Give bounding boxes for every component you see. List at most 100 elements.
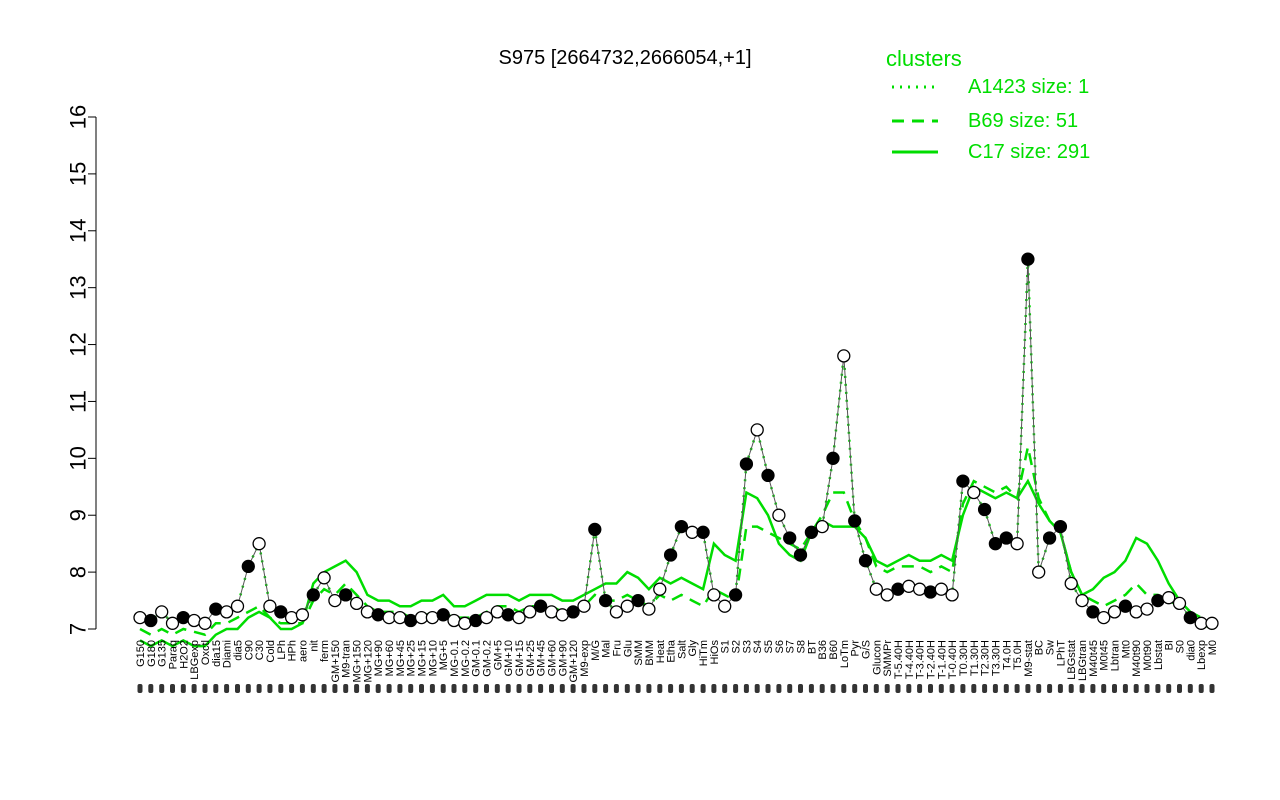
sample-point	[1118, 599, 1133, 613]
x-rug-mark	[1047, 684, 1053, 693]
sample-point	[219, 605, 234, 619]
x-tick-label: LPhT	[1055, 640, 1067, 667]
sample-point	[566, 605, 580, 619]
x-rug-mark	[473, 684, 479, 693]
x-tick-label: T-0.40H	[947, 640, 959, 679]
x-rug-mark	[1025, 684, 1031, 693]
x-tick-label: SMMPr	[882, 640, 894, 677]
legend-label: A1423 size: 1	[968, 76, 1089, 98]
sample-point	[999, 531, 1013, 545]
x-tick-label: HPh	[287, 640, 299, 661]
x-rug-mark	[451, 684, 457, 693]
x-rug-mark	[256, 684, 262, 693]
x-rug-mark	[245, 684, 251, 693]
sample-point	[533, 599, 548, 613]
x-tick-label: T0.30H	[958, 640, 970, 676]
x-rug-mark	[787, 684, 793, 693]
sample-point	[674, 519, 689, 534]
x-rug-mark	[1144, 684, 1150, 693]
sample-point	[598, 593, 613, 608]
sample-point	[284, 610, 299, 625]
x-rug-mark	[938, 684, 944, 693]
x-tick-label: LPh	[276, 640, 288, 660]
x-rug-mark	[527, 684, 533, 693]
sample-point	[977, 502, 992, 517]
sample-point	[349, 596, 364, 611]
x-tick-label: Mt0	[1120, 640, 1132, 658]
x-rug-mark	[354, 684, 360, 693]
sample-point	[490, 605, 504, 619]
x-rug-mark	[419, 684, 424, 693]
sample-point	[858, 554, 873, 568]
x-tick-label: Salt	[676, 640, 688, 659]
sample-point	[880, 588, 894, 602]
x-rug-mark	[657, 684, 663, 693]
x-rug-mark	[992, 684, 998, 693]
x-rug-mark	[289, 684, 295, 693]
x-rug-mark	[213, 684, 219, 693]
sample-point	[1097, 610, 1111, 625]
x-tick-label: GM+5	[492, 640, 504, 670]
sample-point	[891, 582, 905, 596]
sample-point	[804, 525, 819, 539]
x-tick-label: LBGstat	[1066, 640, 1078, 680]
x-tick-label: dia5	[233, 640, 245, 661]
x-rug-mark	[235, 684, 240, 693]
sample-point	[447, 613, 461, 628]
sample-point	[1140, 602, 1154, 616]
x-tick-label: M0t90	[1142, 640, 1154, 671]
sample-point	[209, 602, 223, 616]
x-rug-mark	[668, 684, 674, 693]
x-rug-mark	[841, 684, 847, 693]
chart-title: S975 [2664732,2666054,+1]	[498, 47, 751, 69]
x-tick-label: Glucon	[871, 640, 883, 675]
x-rug-mark	[581, 684, 587, 693]
x-tick-label: BI	[1164, 640, 1176, 650]
x-rug-mark	[949, 684, 955, 693]
sample-point	[1086, 605, 1100, 619]
sample-point	[469, 613, 483, 628]
sample-point	[295, 608, 310, 622]
x-rug-mark	[505, 684, 511, 693]
sample-point	[609, 605, 624, 619]
x-rug-mark	[343, 684, 349, 693]
x-tick-label: dia15	[211, 640, 223, 667]
x-rug-mark	[1209, 684, 1215, 693]
sample-point	[815, 519, 829, 534]
x-tick-label: Lbtran	[1110, 640, 1122, 671]
sample-point	[588, 522, 602, 537]
sample-point	[912, 582, 927, 596]
x-rug-mark	[830, 684, 836, 693]
x-rug-mark	[1090, 684, 1096, 693]
x-rug-mark	[884, 684, 890, 693]
x-rug-mark	[592, 684, 598, 693]
x-tick-label: GM+120	[568, 640, 580, 683]
y-tick-label: 14	[66, 219, 91, 243]
x-tick-label: T5.0H	[1012, 640, 1024, 670]
x-rug-mark	[1101, 684, 1107, 693]
x-rug-mark	[603, 684, 609, 693]
x-tick-label: T1.30H	[969, 640, 981, 676]
x-tick-label: C90	[243, 640, 255, 660]
x-tick-label: MG+120	[362, 640, 374, 683]
x-tick-label: MG-0.2	[460, 640, 472, 677]
x-rug-mark	[429, 684, 435, 693]
sample-point	[479, 610, 494, 625]
series-layer	[139, 259, 1213, 648]
sample-point	[393, 610, 407, 625]
x-rug-mark	[397, 684, 403, 693]
x-rug-mark	[873, 684, 879, 693]
x-rug-mark	[1177, 684, 1182, 693]
y-tick-label: 15	[66, 162, 91, 186]
x-tick-label: S7	[785, 640, 797, 653]
sample-point	[826, 451, 840, 465]
sample-point	[1162, 591, 1176, 605]
sample-point	[772, 508, 786, 522]
x-tick-label: G135	[157, 640, 169, 667]
sample-point	[1172, 596, 1187, 611]
x-rug-mark	[960, 684, 966, 693]
x-rug-mark	[635, 684, 641, 693]
x-tick-label: MG+60	[384, 640, 396, 676]
x-tick-label: Fru	[611, 640, 623, 657]
sample-point	[1129, 605, 1143, 619]
